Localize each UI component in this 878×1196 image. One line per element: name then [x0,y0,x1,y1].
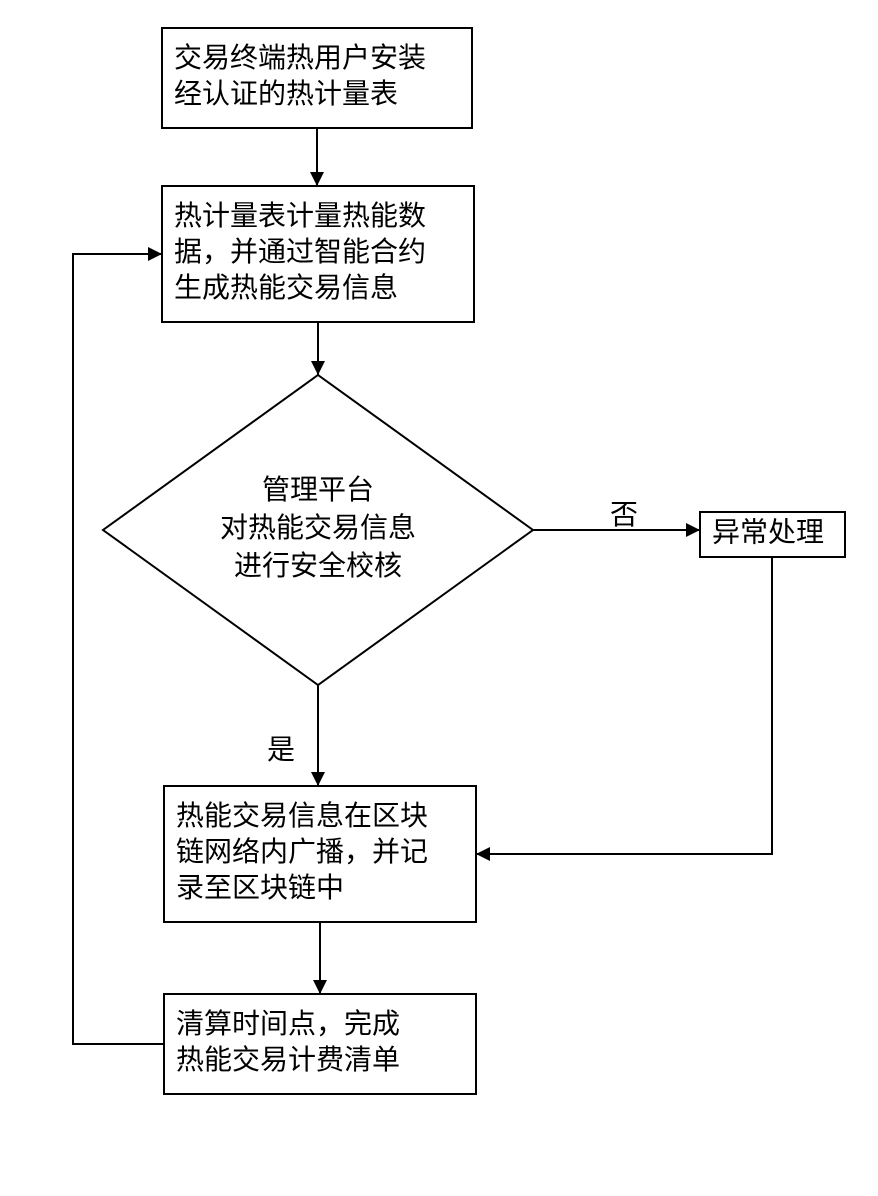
node-text-line: 热能交易信息在区块 [176,800,428,832]
branch-label-no: 否 [610,500,638,531]
node-text-line: 清算时间点，完成 [176,1008,400,1040]
node-text-line: 热能交易计费清单 [176,1044,400,1076]
edge [73,254,164,1044]
node-text-line: 对热能交易信息 [220,512,416,544]
node-text-line: 进行安全校核 [234,550,402,582]
node-text-line: 管理平台 [262,474,374,506]
node-text-line: 据，并通过智能合约 [174,236,426,268]
node-text-line: 异常处理 [712,517,824,549]
edge [476,557,772,854]
node-text-line: 热计量表计量热能数 [174,200,426,232]
node-text-line: 生成热能交易信息 [174,272,398,304]
node-text-line: 交易终端热用户安装 [174,42,426,74]
node-text-line: 经认证的热计量表 [174,78,398,110]
branch-label-yes: 是 [267,735,295,766]
node-text-line: 链网络内广播，并记 [176,836,428,868]
node-text-line: 录至区块链中 [176,872,344,904]
